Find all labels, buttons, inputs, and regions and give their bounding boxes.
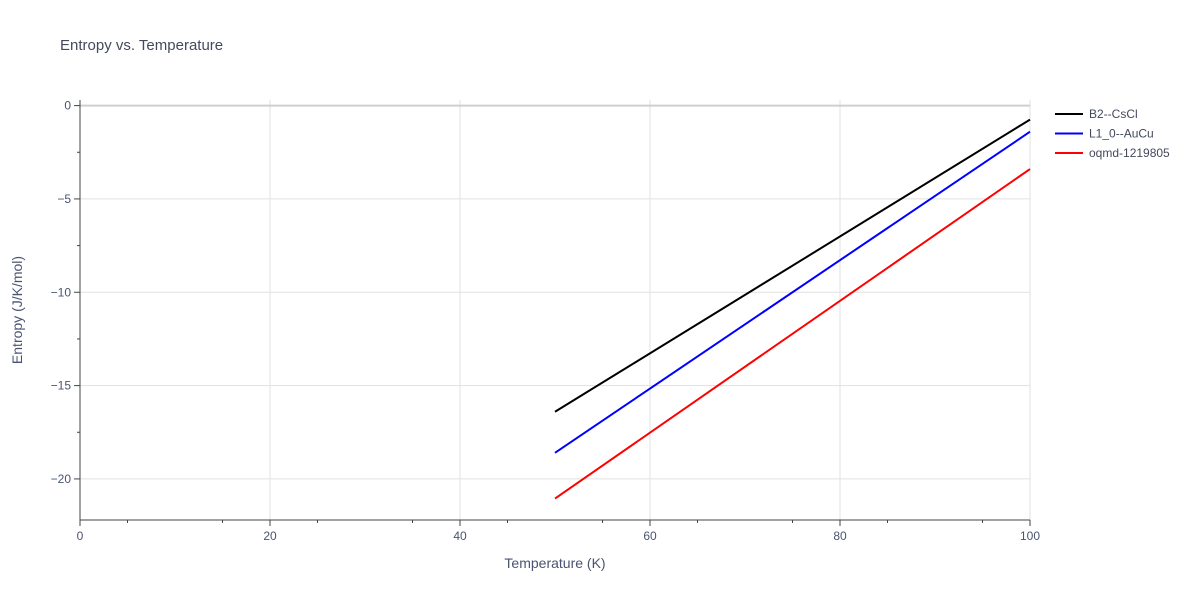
series-line-1 [554, 118, 1031, 413]
grid-lines [80, 100, 1031, 520]
series-line-2 [554, 130, 1031, 454]
y-tick-label: −20 [51, 472, 72, 486]
y-axis-label: Entropy (J/K/mol) [9, 256, 25, 364]
chart-title: Entropy vs. Temperature [60, 37, 223, 54]
x-tick-label: 20 [263, 529, 277, 543]
series-line-3 [554, 168, 1031, 500]
x-axis-label: Temperature (K) [504, 555, 605, 571]
x-tick-label: 0 [77, 529, 84, 543]
y-tick-label: −5 [57, 192, 71, 206]
x-tick-label: 100 [1020, 529, 1040, 543]
y-tick-label: −10 [51, 285, 72, 299]
x-tick-label: 40 [453, 529, 467, 543]
y-tick-label: 0 [64, 99, 71, 113]
legend-label-2: L1_0--AuCu [1089, 127, 1154, 141]
y-tick-label: −15 [51, 379, 72, 393]
axes: 0 20 40 60 80 100 0 −5 −10 −15 −20 [51, 99, 1041, 543]
x-tick-label: 60 [643, 529, 657, 543]
series-lines [554, 118, 1031, 500]
legend-label-1: B2--CsCl [1089, 107, 1138, 121]
legend: B2--CsCl L1_0--AuCu oqmd-1219805 [1055, 107, 1170, 160]
legend-label-3: oqmd-1219805 [1089, 146, 1170, 160]
x-tick-label: 80 [833, 529, 847, 543]
